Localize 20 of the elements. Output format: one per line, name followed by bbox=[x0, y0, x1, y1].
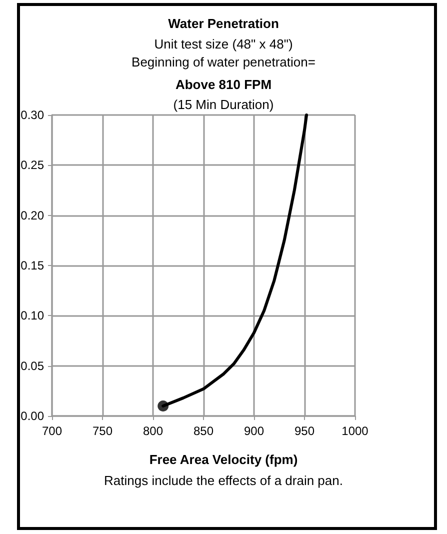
x-tick-label: 750 bbox=[92, 424, 113, 438]
text: (15 Min Duration) bbox=[173, 97, 274, 112]
chart-title: Water Penetration bbox=[168, 16, 279, 31]
y-tick-label: 0.30 bbox=[20, 108, 44, 122]
y-tick-label: 0.05 bbox=[20, 358, 44, 373]
x-tick-label: 1000 bbox=[342, 424, 369, 438]
y-tick-label: 0.25 bbox=[20, 158, 44, 172]
x-tick-label: 850 bbox=[193, 424, 214, 438]
x-tick-label: 800 bbox=[142, 424, 164, 438]
text: Ratings include the effects of a drain pan. bbox=[104, 473, 343, 488]
text: Above 810 FPM bbox=[175, 77, 272, 92]
y-tick-label: 0.15 bbox=[20, 258, 44, 272]
x-tick-label: 950 bbox=[294, 424, 315, 438]
y-tick-label: 0.10 bbox=[20, 308, 44, 323]
y-tick-label: 0.20 bbox=[20, 208, 44, 222]
chart-subtitle: Unit test size (48" x 48") Beginning of water penetration= bbox=[132, 36, 316, 70]
x-tick-label: 700 bbox=[42, 424, 62, 438]
y-tick-label: 0.00 bbox=[20, 409, 44, 423]
x-tick-label: 900 bbox=[244, 424, 264, 438]
x-axis-title: Free Area Velocity (fpm) bbox=[149, 452, 298, 467]
